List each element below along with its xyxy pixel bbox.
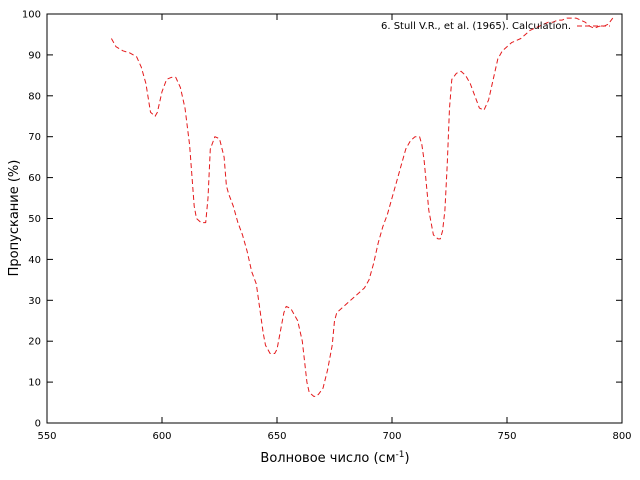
x-tick-label: 550 bbox=[37, 431, 56, 442]
y-tick-label: 60 bbox=[28, 173, 41, 184]
x-tick-label: 750 bbox=[497, 431, 516, 442]
x-axis-label: Волновое число (см-1) bbox=[260, 450, 409, 466]
y-tick-label: 10 bbox=[28, 378, 41, 389]
y-tick-label: 70 bbox=[28, 132, 41, 143]
x-tick-label: 700 bbox=[382, 431, 401, 442]
y-tick-label: 30 bbox=[28, 296, 41, 307]
y-tick-label: 20 bbox=[28, 337, 41, 348]
y-tick-label: 100 bbox=[22, 10, 41, 21]
y-tick-label: 90 bbox=[28, 50, 41, 61]
x-tick-label: 800 bbox=[612, 431, 631, 442]
x-tick-label: 650 bbox=[267, 431, 286, 442]
x-tick-label: 600 bbox=[152, 431, 171, 442]
y-tick-label: 0 bbox=[35, 419, 41, 430]
y-axis-label: Пропускание (%) bbox=[7, 160, 22, 277]
legend-label: 6. Stull V.R., et al. (1965). Calculatio… bbox=[381, 21, 571, 32]
y-tick-label: 50 bbox=[28, 214, 41, 225]
y-tick-label: 40 bbox=[28, 255, 41, 266]
y-tick-label: 80 bbox=[28, 91, 41, 102]
series-group bbox=[110, 17, 614, 397]
legend: 6. Stull V.R., et al. (1965). Calculatio… bbox=[381, 21, 610, 32]
plot-frame bbox=[46, 13, 623, 424]
series-line-0 bbox=[110, 17, 614, 397]
